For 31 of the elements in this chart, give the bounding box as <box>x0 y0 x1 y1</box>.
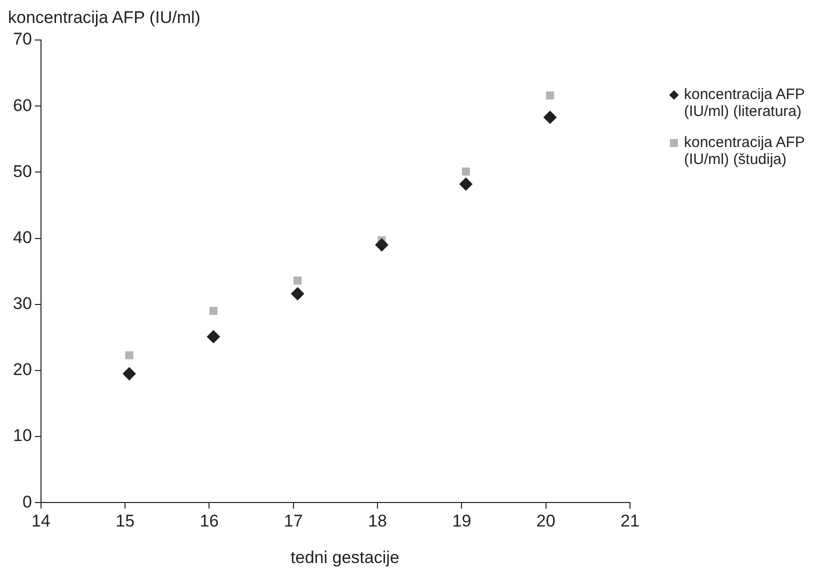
point <box>291 287 304 300</box>
point <box>544 110 557 124</box>
x-tick-label: 20 <box>536 511 556 530</box>
x-axis-title: tedni gestacije <box>290 548 400 568</box>
y-axis-title: koncentracija AFP (IU/ml) <box>8 8 200 28</box>
y-tick-label: 10 <box>12 426 32 446</box>
y-tick-label: 20 <box>12 360 32 380</box>
point <box>462 167 470 176</box>
y-tick-label: 0 <box>22 492 32 512</box>
y-tick-label: 50 <box>12 162 32 181</box>
x-tick-label: 16 <box>200 511 219 530</box>
point <box>122 367 136 380</box>
point <box>125 351 134 360</box>
point <box>546 91 554 100</box>
legend-label: koncentracija AFP (IU/ml) (študija) <box>684 134 806 168</box>
point <box>459 178 472 191</box>
x-tick-label: 18 <box>368 511 387 530</box>
x-tick-label: 21 <box>620 511 640 530</box>
point <box>206 330 220 344</box>
point <box>294 276 302 285</box>
y-tick-label: 70 <box>12 30 32 49</box>
x-tick-label: 19 <box>452 511 472 530</box>
legend-label: koncentracija AFP (IU/ml) (literatura) <box>684 86 806 120</box>
y-tick-label: 30 <box>12 294 32 314</box>
x-tick-label: 17 <box>284 511 303 530</box>
point <box>375 238 388 252</box>
y-tick-label: 40 <box>12 228 32 247</box>
point <box>209 306 218 315</box>
x-tick-label: 15 <box>116 511 135 530</box>
y-tick-label: 60 <box>12 96 32 115</box>
x-tick-label: 14 <box>31 511 50 530</box>
